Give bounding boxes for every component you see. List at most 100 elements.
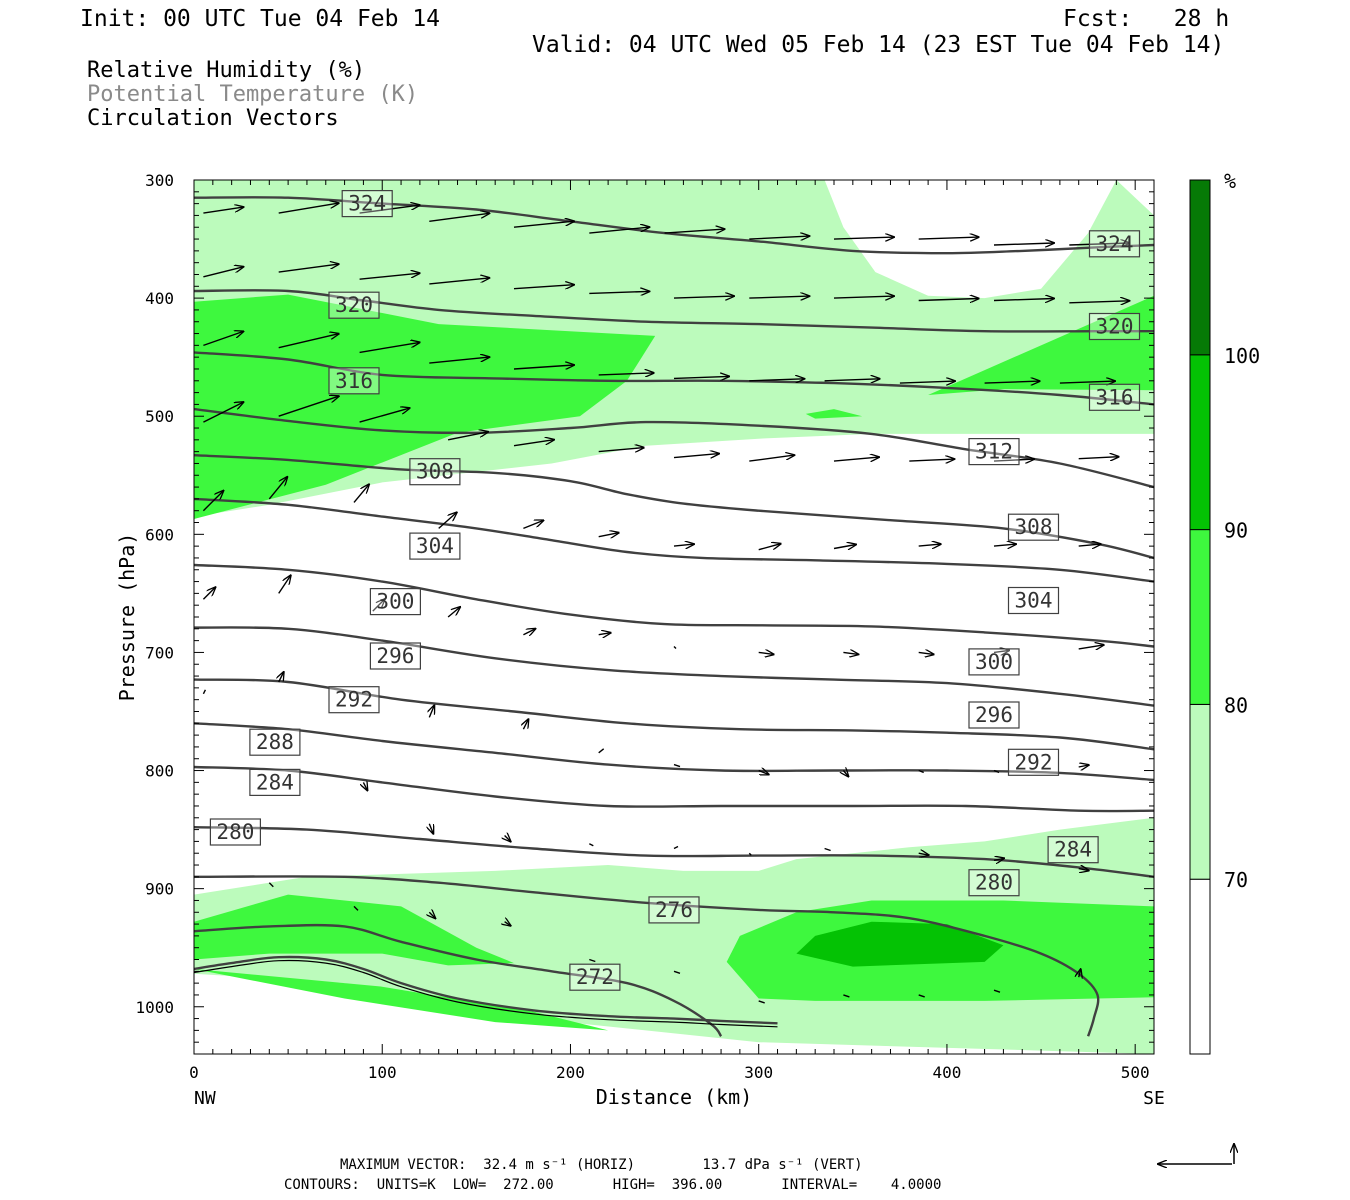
y-tick-label-1000: 1000 [135,998,174,1017]
circulation-vector-75 [523,719,528,730]
contour-label-box-11 [648,896,700,924]
circulation-vector-27 [429,357,489,364]
rh-region-80-4 [805,409,863,419]
circulation-vector-65 [598,633,611,635]
circulation-vector-10 [993,243,1054,245]
x-tick-label-400: 400 [932,1063,961,1082]
contours-note: CONTOURS: UNITS=K LOW= 272.00 HIGH= 396.… [284,1177,942,1193]
y-tick-label-700: 700 [145,643,174,662]
circulation-vector-85 [505,836,511,842]
circulation-vector-21 [918,299,979,301]
colorbar-label-100: 100 [1224,344,1260,368]
contour-label-2: 316 [335,369,373,393]
circulation-vector-49 [268,477,287,500]
circulation-vector-87 [673,845,679,850]
colorbar-label-70: 70 [1224,868,1248,892]
circulation-vector-63 [447,607,460,618]
theta-contour-288 [194,765,1154,813]
circulation-vector-60 [202,587,215,600]
init-time-label: Init: 00 UTC Tue 04 Feb 14 [80,6,441,32]
circulation-vector-31 [749,379,804,381]
contour-label-13: 324 [1096,232,1134,256]
circulation-vector-30 [673,376,729,378]
contour-label-box-3 [409,458,461,486]
circulation-vector-24 [203,331,243,347]
circulation-vector-17 [589,291,649,293]
colorbar: 70 80 90 100% [1189,169,1260,1055]
circulation-vector-73 [279,672,284,683]
circulation-vector-86 [588,843,594,847]
theta-contour-296 [194,678,1154,751]
theta-contour-308 [194,497,1154,583]
circulation-vector-80 [918,769,924,774]
contour-label-19: 300 [975,650,1013,674]
circulation-vector-57 [918,544,941,546]
circulation-vector-94 [353,905,359,911]
theta-contour-316 [194,407,1154,489]
y-tick-label-300: 300 [145,171,174,190]
circulation-vector-74 [429,705,434,718]
circulation-vector-0 [203,207,243,214]
circulation-vector-44 [833,457,879,461]
circulation-vector-83 [363,782,367,790]
max-vector-note: MAXIMUM VECTOR: 32.4 m s⁻¹ (HORIZ) 13.7 … [340,1157,863,1173]
circulation-vector-12 [203,267,243,278]
contour-label-9: 284 [256,770,294,794]
contour-label-10: 280 [216,820,254,844]
colorbar-label-90: 90 [1224,519,1248,543]
contour-label-14: 320 [1096,315,1134,339]
x-end-label-nw: NW [194,1088,216,1109]
colorbar-unit: % [1224,169,1236,193]
x-tick-label-500: 500 [1121,1063,1150,1082]
colorbar-segment-3 [1189,354,1211,531]
circulation-vector-68 [843,652,858,654]
circulation-vector-41 [598,448,644,452]
vector-layer [202,203,1129,1004]
rh-region-80-2 [194,294,656,519]
contour-label-20: 296 [975,703,1013,727]
contour-label-12: 272 [576,965,614,989]
theta-contour-300 [194,626,1154,707]
y-tick-label-600: 600 [145,525,174,544]
contour-label-22: 284 [1054,838,1092,862]
circulation-vector-6 [664,229,725,234]
circulation-vector-72 [202,689,207,695]
x-axis-title: Distance (km) [596,1085,753,1109]
contour-label-box-8 [249,728,301,756]
axis-label-layer: Distance (km) Pressure (hPa) NW SE [115,533,1165,1109]
contour-label-4: 304 [416,534,454,558]
theta-contour-284 [194,826,1154,878]
contour-label-16: 312 [975,440,1013,464]
circulation-vector-46 [993,459,1034,461]
circulation-vector-35 [1059,381,1115,383]
y-tick-label-900: 900 [145,880,174,899]
theta-contour-layer [194,196,1154,1038]
contour-label-18: 304 [1015,589,1053,613]
circulation-vector-81 [993,769,1000,774]
circulation-vector-93 [268,882,274,888]
contour-label-box-21 [1007,748,1060,776]
circulation-vector-56 [833,545,856,549]
theta-contour-304 [194,563,1154,648]
contour-label-box-10 [209,818,261,846]
x-tick-label-100: 100 [368,1063,397,1082]
contour-label-8: 288 [256,730,294,754]
rh-region-90-8 [796,921,1004,967]
circulation-vector-82 [1078,765,1089,767]
circulation-vector-23 [1069,301,1129,303]
contour-label-11: 276 [655,898,693,922]
circulation-vector-13 [278,264,339,273]
contour-label-3: 308 [416,460,454,484]
circulation-vector-54 [673,544,694,546]
theta-contour-324 [194,289,1154,333]
circulation-vector-8 [833,237,894,239]
contour-label-box-2 [328,367,380,395]
circulation-vector-43 [749,455,794,462]
circulation-vector-96 [505,922,511,926]
y-tick-label-400: 400 [145,289,174,308]
circulation-vector-91 [993,858,1004,860]
y-tick-label-800: 800 [145,762,174,781]
contour-label-17: 308 [1015,515,1053,539]
circulation-vector-52 [523,520,543,530]
circulation-vector-95 [429,912,435,918]
